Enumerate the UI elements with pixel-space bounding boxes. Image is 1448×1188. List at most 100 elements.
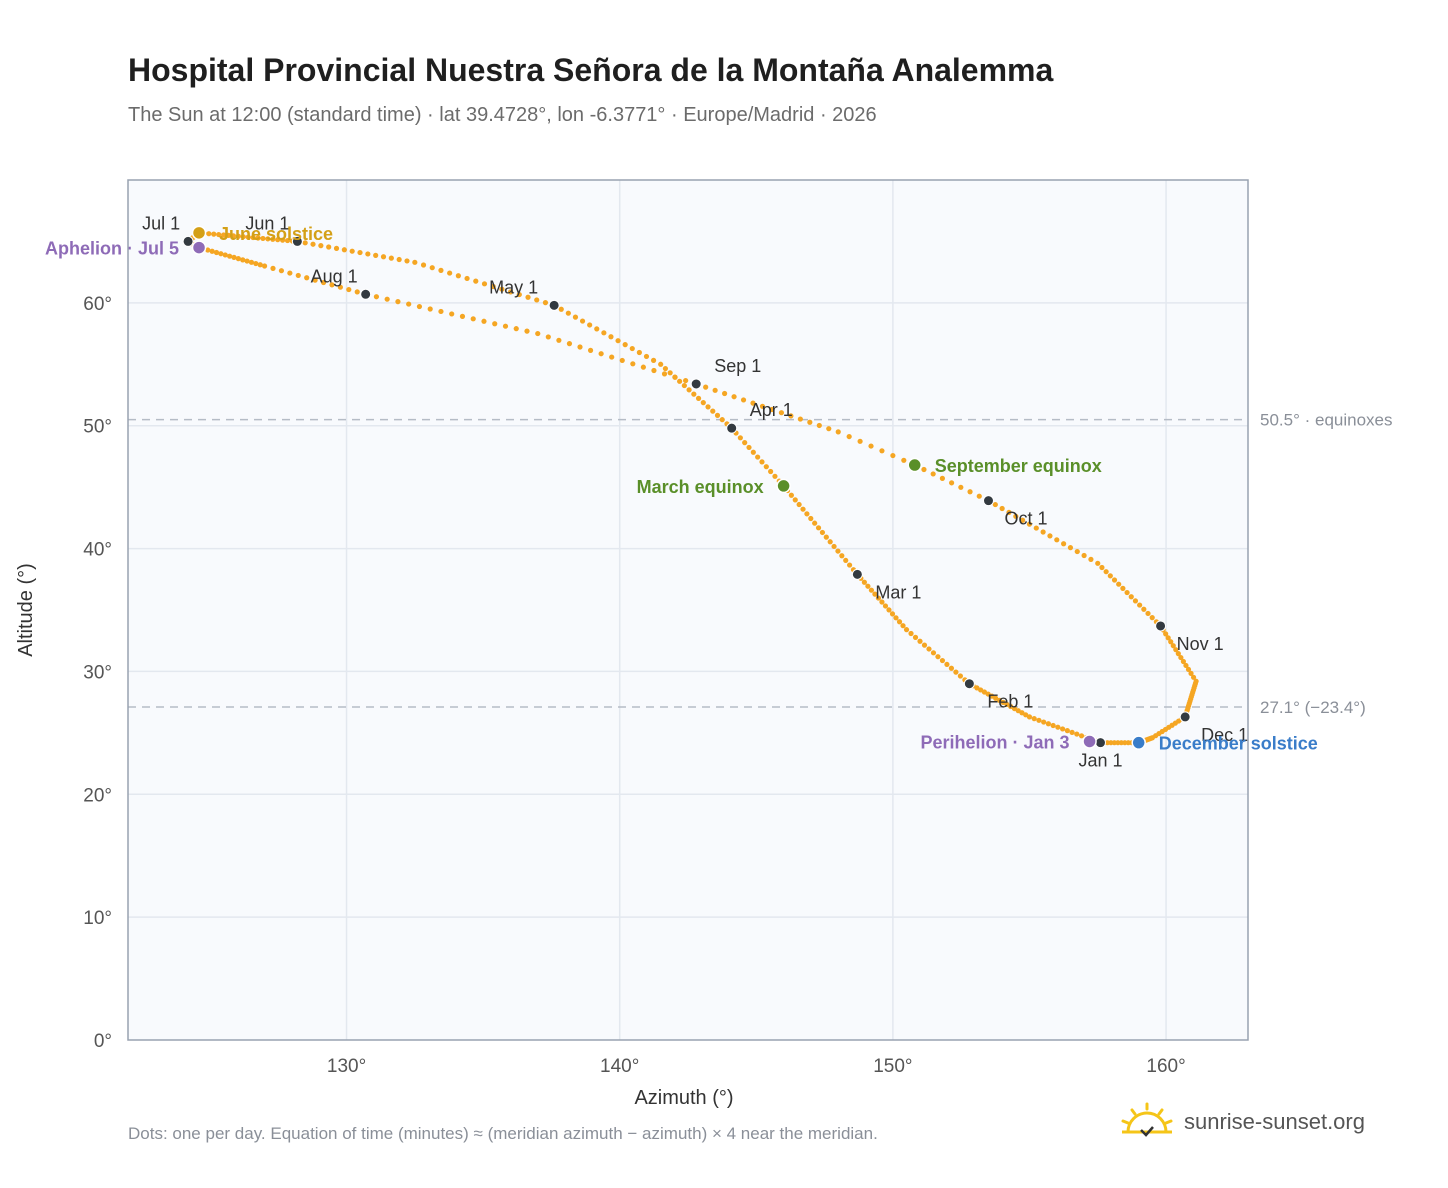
daily-sun-dot — [835, 548, 841, 554]
daily-sun-dot — [865, 583, 871, 589]
y-tick-label: 20° — [83, 785, 112, 806]
daily-sun-dot — [1033, 525, 1039, 531]
daily-sun-dot — [395, 299, 401, 305]
daily-sun-dot — [949, 480, 955, 486]
daily-sun-dot — [231, 254, 237, 260]
daily-sun-dot — [879, 448, 885, 454]
month-label: Jan 1 — [1078, 751, 1122, 771]
daily-sun-dot — [999, 505, 1005, 512]
y-tick-label: 50° — [83, 417, 112, 438]
daily-sun-dot — [868, 443, 874, 449]
brand[interactable]: sunrise-sunset.org — [1120, 1102, 1365, 1142]
daily-sun-dot — [1020, 517, 1026, 523]
daily-sun-dot — [492, 321, 498, 327]
daily-sun-dot — [714, 412, 721, 418]
daily-sun-dot — [857, 438, 863, 444]
event-label: September equinox — [935, 456, 1102, 476]
daily-sun-dot — [545, 334, 551, 340]
month-label: Oct 1 — [1004, 509, 1047, 529]
event-label: Aphelion · Jul 5 — [45, 239, 179, 259]
daily-sun-dot — [302, 240, 308, 246]
daily-sun-dot — [329, 282, 335, 288]
daily-sun-dot — [768, 468, 774, 475]
daily-sun-dot — [967, 489, 973, 495]
daily-sun-dot — [681, 382, 687, 389]
daily-sun-dot — [957, 673, 963, 679]
daily-sun-dot — [808, 515, 814, 522]
y-tick-label: 10° — [83, 908, 112, 929]
daily-sun-dot — [459, 313, 466, 319]
daily-sun-dot — [908, 630, 914, 637]
month-marker — [548, 299, 560, 311]
daily-sun-dot — [447, 270, 453, 276]
daily-sun-dot — [742, 440, 748, 446]
daily-sun-dot — [831, 543, 837, 550]
daily-sun-dot — [1175, 651, 1181, 657]
daily-sun-dot — [1050, 722, 1056, 729]
daily-sun-dot — [396, 256, 402, 263]
daily-sun-dot — [917, 638, 923, 644]
daily-sun-dot — [1149, 615, 1155, 621]
daily-sun-dot — [326, 244, 332, 250]
chart-subtitle: The Sun at 12:00 (standard time) · lat 3… — [128, 104, 877, 126]
daily-sun-dot — [1103, 569, 1109, 575]
daily-sun-dot — [731, 394, 737, 400]
daily-sun-dot — [746, 444, 752, 451]
y-tick-label: 30° — [83, 662, 112, 683]
reference-lines: 50.5° · equinoxes 27.1° (−23.4°) — [128, 411, 1393, 717]
daily-sun-dot — [587, 322, 593, 328]
month-marker — [963, 678, 975, 690]
y-tick-label: 60° — [83, 294, 112, 315]
daily-sun-dot — [703, 384, 709, 390]
daily-sun-dot — [1041, 719, 1047, 725]
daily-sun-dot — [759, 459, 765, 465]
month-marker — [851, 568, 863, 580]
daily-sun-dot — [705, 404, 711, 410]
daily-sun-dot — [992, 501, 998, 508]
daily-sun-dot — [700, 400, 706, 406]
month-marker — [1179, 711, 1191, 723]
month-label: Jun 1 — [245, 213, 289, 233]
daily-sun-dot — [958, 484, 964, 490]
daily-sun-dot — [1067, 545, 1074, 551]
daily-sun-dot — [1107, 573, 1113, 579]
month-marker — [1155, 620, 1167, 632]
daily-sun-dot — [608, 334, 614, 340]
daily-sun-dot — [772, 473, 778, 479]
daily-sun-dot — [598, 351, 604, 357]
daily-sun-dot — [839, 553, 845, 559]
daily-sun-dot — [1180, 658, 1187, 665]
daily-sun-dot — [823, 534, 829, 540]
daily-sun-dot — [609, 354, 615, 360]
daily-sun-dot — [513, 326, 519, 332]
daily-sun-dot — [227, 253, 233, 259]
daily-sun-dot — [879, 599, 885, 605]
daily-sun-dot — [1111, 577, 1118, 583]
daily-sun-dot — [211, 231, 217, 237]
sun-logo-icon — [1121, 1102, 1173, 1137]
daily-sun-dot — [455, 273, 461, 279]
daily-sun-dot — [349, 248, 355, 254]
daily-sun-dot — [1124, 589, 1130, 596]
daily-sun-dot — [1055, 724, 1061, 730]
daily-sun-dot — [438, 267, 444, 273]
daily-sun-dot — [587, 347, 594, 353]
daily-sun-dot — [470, 316, 476, 322]
plot-area — [128, 180, 1248, 1040]
daily-sun-dot — [1185, 666, 1192, 673]
daily-sun-dot — [240, 257, 246, 263]
daily-sun-dot — [636, 349, 642, 356]
daily-sun-dot — [629, 345, 635, 352]
daily-sun-dot — [221, 232, 227, 238]
month-marker — [182, 235, 194, 247]
event-marker — [907, 457, 922, 473]
daily-sun-dot — [893, 615, 899, 621]
daily-sun-dot — [438, 308, 444, 315]
reference-line-label: 27.1° (−23.4°) — [1260, 698, 1366, 717]
daily-sun-dot — [750, 449, 756, 455]
daily-sun-dot — [594, 326, 600, 332]
daily-sun-dot — [719, 417, 725, 423]
daily-sun-dot — [944, 661, 950, 668]
month-markers: Jan 1 Feb 1 Mar 1 Apr 1 May 1 Jun 1 Jul 1 Aug 1… — [142, 213, 1248, 770]
daily-sun-dot — [1165, 635, 1171, 641]
